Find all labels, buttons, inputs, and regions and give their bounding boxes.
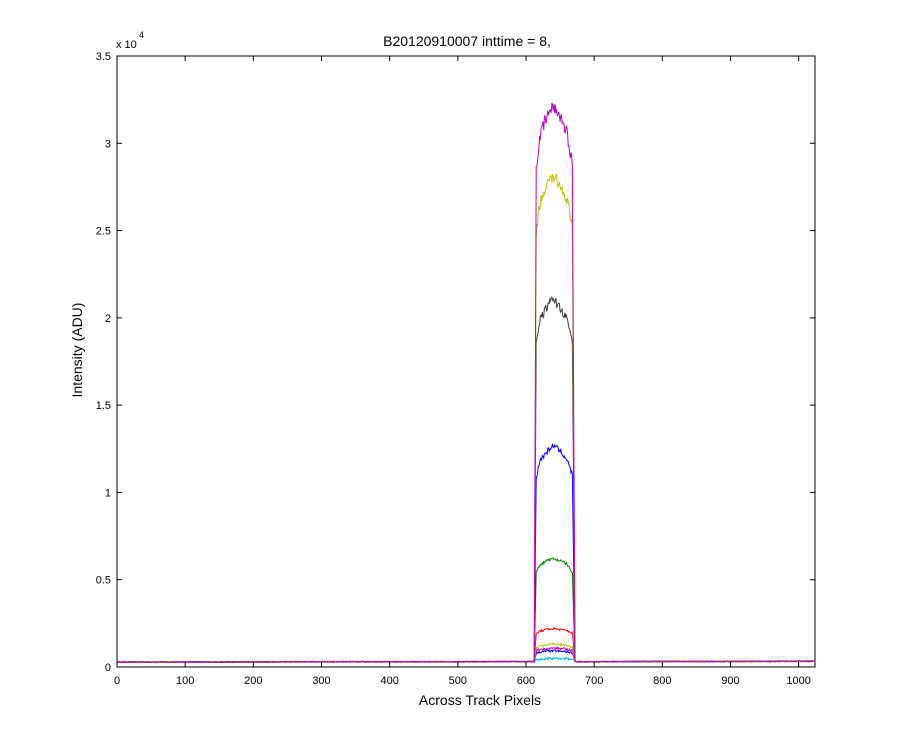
series-layer	[116, 102, 816, 664]
y-tick-label: 1.5	[96, 400, 111, 412]
x-tick-label: 600	[517, 675, 535, 687]
x-tick-label: 500	[449, 675, 467, 687]
chart-title: B20120910007 inttime = 8,	[383, 33, 551, 49]
y-tick-label: 2	[105, 313, 111, 325]
y-tick-label: 1	[105, 487, 111, 499]
x-tick-label: 300	[312, 675, 330, 687]
x-tick-label: 900	[721, 675, 739, 687]
tick-layer: 0 100 200 300 400 500 600 700 800 900 1000 0 0.5 1 1.5…	[96, 51, 815, 687]
x-tick-label: 700	[585, 675, 603, 687]
y-tick-label: 2.5	[96, 226, 111, 238]
axes-box	[116, 55, 816, 668]
plot-area: 0 100 200 300 400 500 600 700 800 900 1000 0 0.5 1 1.5…	[96, 51, 816, 687]
x-tick-label: 200	[244, 675, 262, 687]
y-axis-exponent-power: 4	[139, 30, 144, 40]
y-tick-label: 3.5	[96, 51, 111, 63]
x-axis-label: Across Track Pixels	[419, 692, 541, 708]
series-line-10	[116, 102, 816, 664]
y-tick-label: 3	[105, 138, 111, 150]
x-tick-label: 0	[114, 675, 120, 687]
y-axis-exponent-base: x 10	[116, 39, 137, 51]
y-axis-label: Intensity (ADU)	[69, 303, 85, 398]
x-tick-label: 400	[380, 675, 398, 687]
y-tick-label: 0.5	[96, 575, 111, 587]
x-tick-label: 800	[653, 675, 671, 687]
x-tick-label: 100	[176, 675, 194, 687]
y-tick-label: 0	[105, 662, 111, 674]
x-tick-label: 1000	[786, 675, 810, 687]
